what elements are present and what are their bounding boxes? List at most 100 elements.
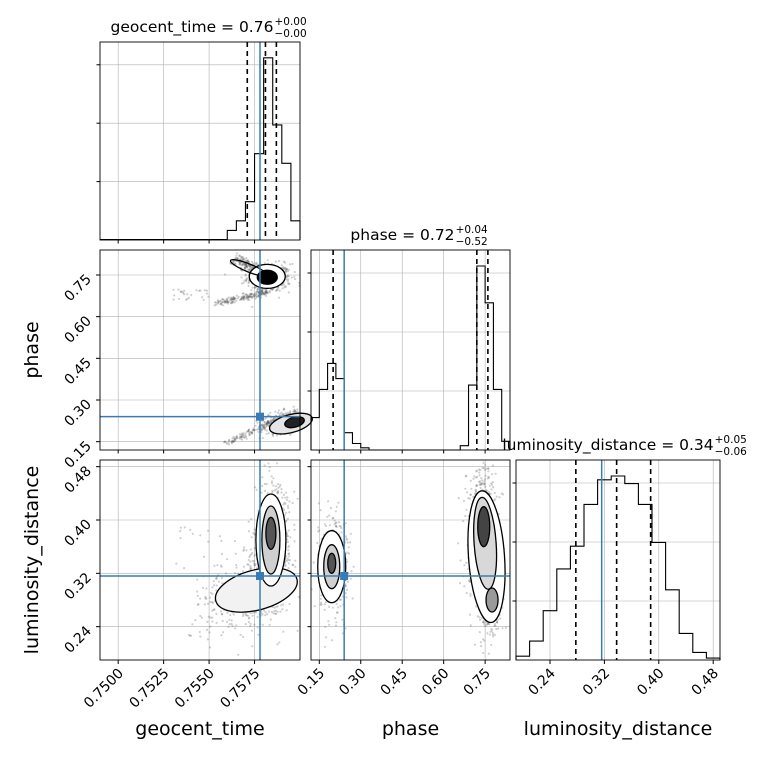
sample-point xyxy=(201,296,204,299)
sample-point xyxy=(350,570,353,573)
xlabel-phase: phase xyxy=(382,718,439,740)
sample-point xyxy=(216,299,219,302)
sample-point xyxy=(281,496,284,499)
sample-point xyxy=(233,437,236,440)
sample-point xyxy=(287,553,290,556)
sample-point xyxy=(245,279,248,283)
sample-point xyxy=(469,479,472,482)
sample-point xyxy=(232,440,235,443)
sample-point xyxy=(284,564,287,567)
sample-point xyxy=(239,437,242,440)
sample-point xyxy=(249,268,252,271)
sample-point xyxy=(261,428,264,432)
sample-point xyxy=(290,276,293,279)
sample-point xyxy=(270,482,273,485)
sample-point xyxy=(271,288,274,291)
sample-point xyxy=(275,485,278,488)
sample-point xyxy=(223,273,227,276)
sample-point xyxy=(457,542,460,545)
sample-point xyxy=(240,295,243,298)
sample-point xyxy=(271,288,274,291)
sample-point xyxy=(263,293,266,296)
sample-point xyxy=(327,500,330,503)
sample-point xyxy=(286,496,289,499)
sample-point xyxy=(286,540,290,544)
ylabel-luminosity_distance: luminosity_distance xyxy=(21,466,43,655)
sample-point xyxy=(285,609,288,612)
sample-point xyxy=(271,419,274,422)
sample-point xyxy=(175,562,178,565)
sample-point xyxy=(232,260,235,263)
sample-point xyxy=(252,428,255,432)
sample-point xyxy=(282,267,285,270)
sample-point xyxy=(324,625,327,629)
sample-point xyxy=(284,520,288,523)
sample-point xyxy=(293,528,296,532)
sample-point xyxy=(255,262,258,265)
sample-point xyxy=(490,627,493,631)
sample-point xyxy=(285,270,288,273)
sample-point xyxy=(247,281,251,284)
sample-point xyxy=(296,410,299,413)
sample-point xyxy=(233,540,236,543)
sample-point xyxy=(254,295,257,298)
sample-point xyxy=(215,301,218,304)
sample-point xyxy=(244,274,247,277)
sample-point xyxy=(266,291,269,294)
sample-point xyxy=(242,296,245,299)
sample-point xyxy=(260,428,263,431)
sample-point xyxy=(196,578,199,581)
sample-point xyxy=(476,615,479,618)
sample-point xyxy=(185,298,188,301)
sample-point xyxy=(245,266,248,269)
sample-point xyxy=(251,305,254,308)
sample-point xyxy=(479,486,482,489)
sample-point xyxy=(245,293,248,296)
sample-point xyxy=(263,291,266,294)
sample-point xyxy=(254,263,257,266)
sample-point xyxy=(281,413,284,416)
sample-point xyxy=(336,611,339,614)
sample-point xyxy=(238,263,241,266)
sample-point xyxy=(312,561,315,564)
sample-point xyxy=(263,417,267,420)
sample-point xyxy=(262,424,265,427)
sample-point xyxy=(204,597,207,600)
sample-point xyxy=(249,554,252,557)
sample-point xyxy=(464,475,467,478)
sample-point xyxy=(250,295,253,298)
sample-point xyxy=(285,268,288,271)
sample-point xyxy=(288,511,291,514)
sample-point xyxy=(188,634,192,637)
sample-point xyxy=(235,566,238,569)
sample-point xyxy=(241,614,245,618)
sample-point xyxy=(463,564,466,567)
sample-point xyxy=(243,546,246,549)
sample-point xyxy=(187,296,190,299)
sample-point xyxy=(263,262,266,265)
sample-point xyxy=(255,611,258,614)
sample-point xyxy=(256,287,259,290)
sample-point xyxy=(241,255,244,258)
sample-point xyxy=(293,410,297,413)
sample-point xyxy=(248,295,251,298)
sample-point xyxy=(241,292,244,295)
sample-point xyxy=(240,296,243,300)
sample-point xyxy=(226,300,229,303)
sample-point xyxy=(256,615,259,619)
sample-point xyxy=(492,635,495,638)
sample-point xyxy=(275,488,278,491)
sample-point xyxy=(262,427,265,430)
sample-point xyxy=(225,441,228,444)
sample-point xyxy=(183,289,186,292)
truth-marker-01 xyxy=(256,412,264,421)
contour-inner-phase-ld-left xyxy=(327,552,337,574)
sample-point xyxy=(245,296,248,299)
sample-point xyxy=(474,490,478,493)
sample-point xyxy=(232,296,235,299)
sample-point xyxy=(179,526,182,529)
sample-point xyxy=(288,552,291,555)
sample-point xyxy=(484,468,487,471)
sample-point xyxy=(172,288,175,291)
sample-point xyxy=(231,300,234,303)
